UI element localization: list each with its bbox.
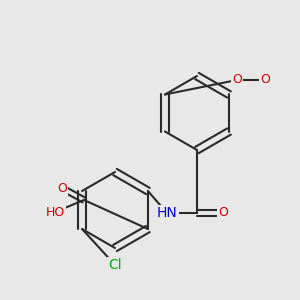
Text: Cl: Cl [108,258,122,272]
Text: HN: HN [157,206,177,220]
Text: O: O [232,74,242,86]
Text: O: O [218,206,228,220]
Text: O: O [57,182,67,194]
Text: HO: HO [45,206,64,218]
Text: O: O [260,74,270,86]
Text: O: O [260,74,270,86]
